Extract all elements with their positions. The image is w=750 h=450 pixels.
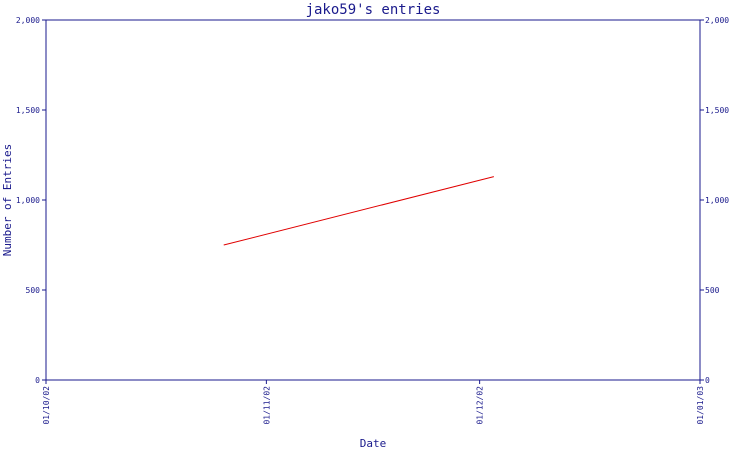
y-axis-right: 0 500 1,000 1,500 2,000 — [700, 16, 729, 385]
y-tick-right-label: 2,000 — [705, 16, 729, 25]
plot-area-frame — [45, 19, 701, 381]
x-tick-label: 01/10/02 — [42, 386, 51, 425]
y-tick-left-label: 1,500 — [16, 106, 40, 115]
x-axis: 01/10/02 01/11/02 01/12/02 01/01/03 — [42, 380, 705, 425]
y-tick-right-label: 0 — [705, 376, 710, 385]
y-axis-left: 0 500 1,000 1,500 2,000 — [16, 16, 46, 385]
y-tick-right-label: 1,500 — [705, 106, 729, 115]
y-tick-left-label: 1,000 — [16, 196, 40, 205]
x-tick-label: 01/11/02 — [262, 386, 271, 425]
x-axis-label: Date — [360, 437, 387, 450]
x-tick-label: 01/12/02 — [476, 386, 485, 425]
y-axis-label: Number of Entries — [1, 144, 14, 257]
y-tick-left-label: 2,000 — [16, 16, 40, 25]
y-tick-left-label: 500 — [26, 286, 41, 295]
x-tick-label: 01/01/03 — [696, 386, 705, 425]
y-tick-left-label: 0 — [35, 376, 40, 385]
y-tick-right-label: 1,000 — [705, 196, 729, 205]
series-line — [223, 176, 494, 246]
chart-title: jako59's entries — [306, 2, 441, 18]
series-group — [223, 176, 494, 246]
y-tick-right-label: 500 — [705, 286, 720, 295]
